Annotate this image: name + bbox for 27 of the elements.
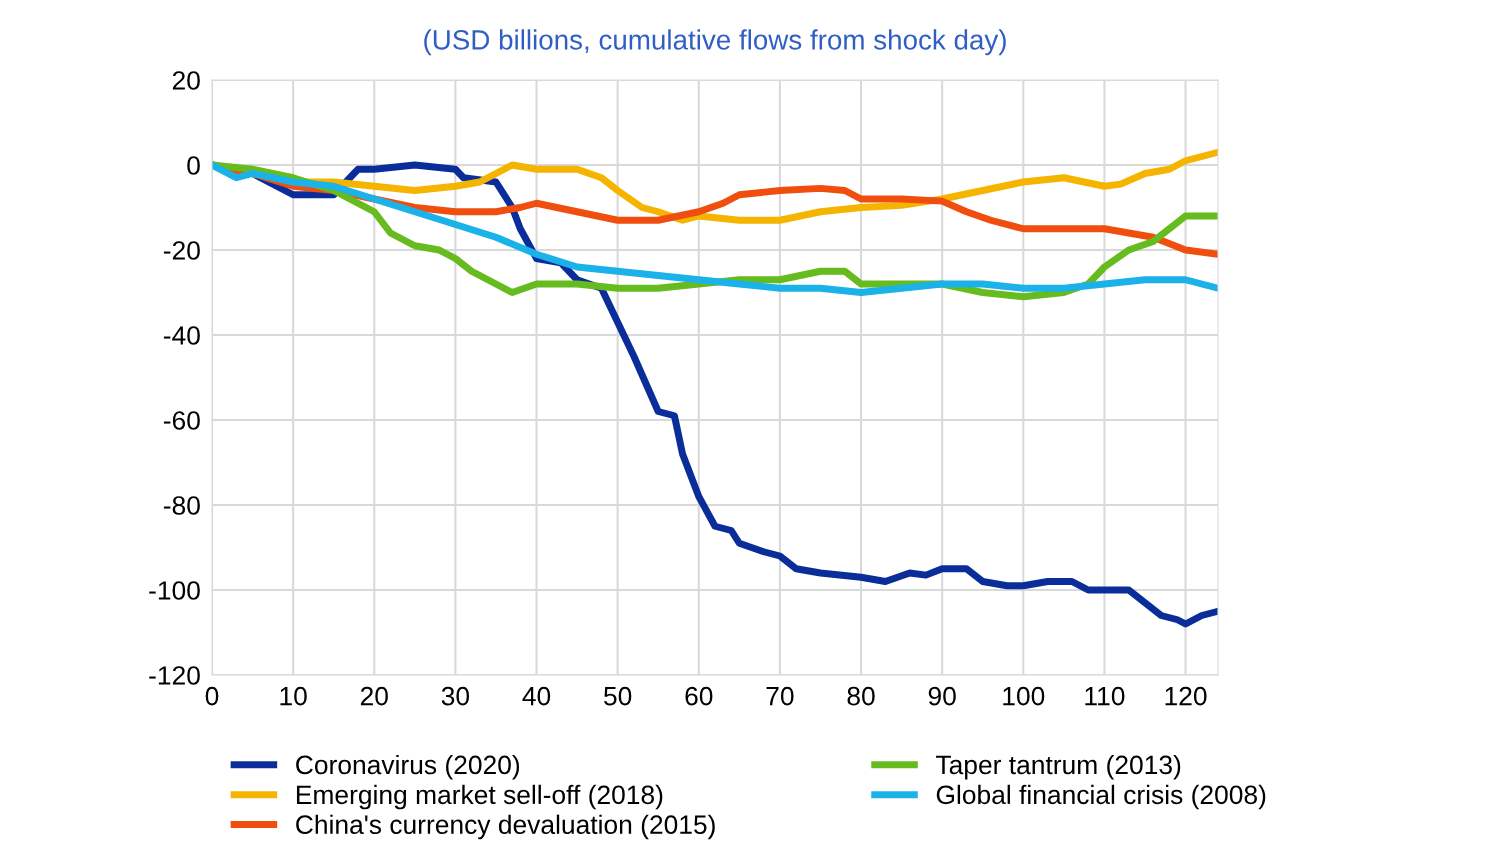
y-tick-label: -60 <box>163 411 200 430</box>
legend-label: China's currency devaluation (2015) <box>296 814 715 840</box>
x-tick-label: 100 <box>1003 686 1045 706</box>
y-tick-label: 20 <box>172 71 200 90</box>
x-tick-label: 110 <box>1085 686 1125 706</box>
x-tick-label: 70 <box>766 686 794 706</box>
legend-label: Global financial crisis (2008) <box>936 784 1266 810</box>
legend-label: Emerging market sell-off (2018) <box>296 784 663 810</box>
x-tick-label: 30 <box>441 686 470 706</box>
y-tick-label: -40 <box>163 326 200 345</box>
x-tick-label: 60 <box>685 686 713 706</box>
y-tick-label: -80 <box>163 496 200 515</box>
legend-label: Coronavirus (2020) <box>296 754 520 780</box>
y-tick-label: -120 <box>149 666 200 685</box>
x-tick-label: 120 <box>1165 686 1207 706</box>
x-tick-label: 50 <box>604 686 632 706</box>
x-tick-label: 40 <box>522 686 551 706</box>
x-tick-label: 20 <box>360 686 388 706</box>
x-tick-label: 10 <box>280 686 307 706</box>
chart-title: (USD billions, cumulative flows from shock day) <box>424 29 1006 56</box>
x-tick-label: 80 <box>847 686 875 706</box>
y-tick-label: 0 <box>187 156 200 175</box>
y-tick-label: -20 <box>163 241 200 260</box>
x-tick-label: 90 <box>928 686 956 706</box>
legend-label: Taper tantrum (2013) <box>936 754 1181 780</box>
x-tick-label: 0 <box>205 686 219 706</box>
y-tick-label: -100 <box>149 581 200 600</box>
